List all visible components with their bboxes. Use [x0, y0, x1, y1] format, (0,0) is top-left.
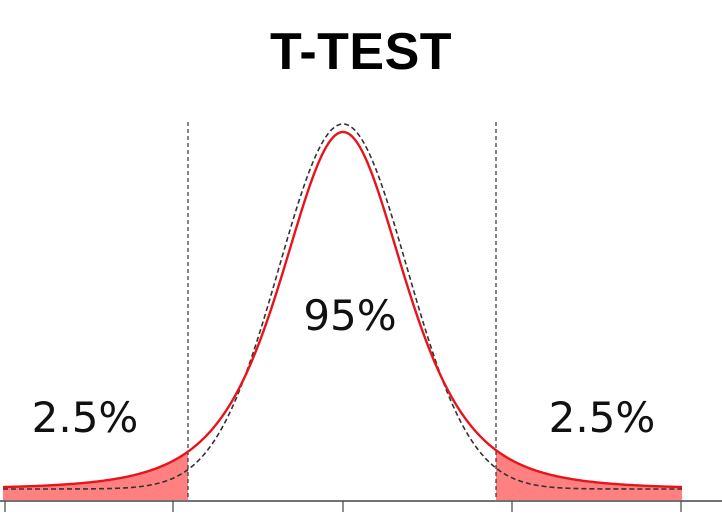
right-tail-area: [496, 450, 682, 500]
right-tail-label: 2.5%: [549, 393, 656, 442]
t-curve: [2, 130, 683, 489]
normal-curve: [3, 123, 682, 490]
page-title: T-TEST: [269, 23, 453, 81]
center-area-label: 95%: [303, 291, 396, 340]
left-tail-label: 2.5%: [32, 393, 139, 442]
left-tail-area: [3, 451, 188, 500]
